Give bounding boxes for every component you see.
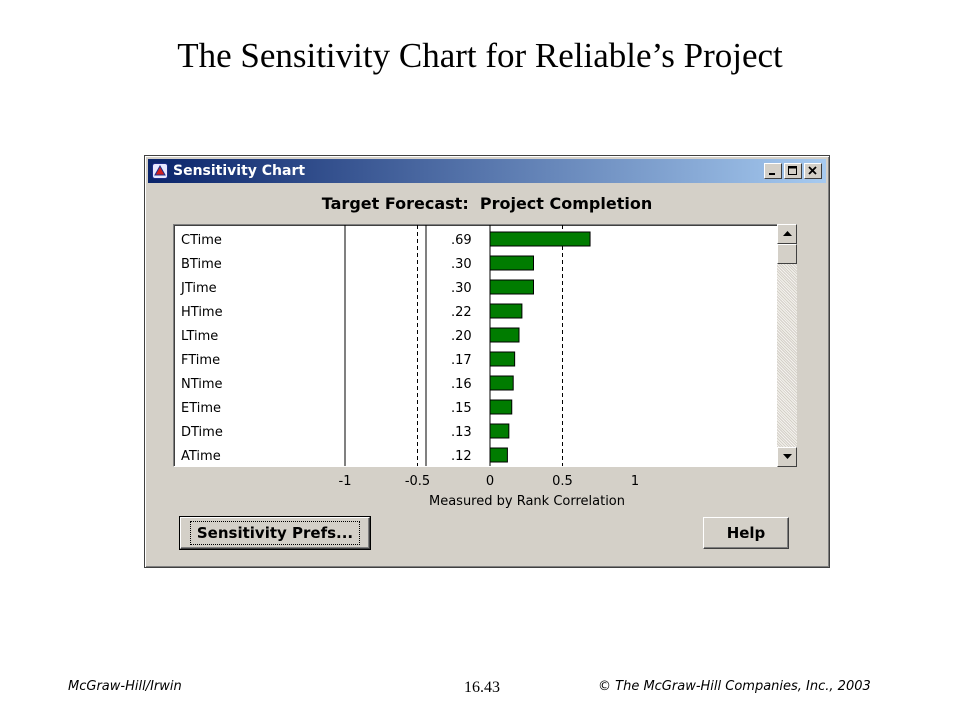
x-tick-label: 1	[630, 474, 640, 489]
x-tick-label: -0.5	[404, 474, 431, 489]
sensitivity-chart: CTime .69 BTime .30 JTime .30 HTime .22 LTime .20…	[180, 225, 591, 466]
help-button[interactable]: Help	[703, 517, 789, 549]
scroll-down-button[interactable]	[777, 447, 797, 467]
x-tick-label: -1	[338, 474, 352, 489]
crystal-ball-app-icon[interactable]	[152, 163, 168, 179]
minimize-button[interactable]	[764, 163, 782, 179]
correlation-value-label: .15	[451, 401, 472, 416]
target-forecast-heading: Target Forecast: Project Completion	[145, 194, 829, 213]
help-label: Help	[726, 524, 766, 542]
category-label: DTime	[181, 425, 223, 440]
footer-copyright: © The McGraw-Hill Companies, Inc., 2003	[598, 679, 871, 694]
target-forecast-label: Target Forecast:	[321, 194, 469, 213]
correlation-bar	[489, 447, 508, 463]
category-label: BTime	[181, 257, 222, 272]
category-label: ETime	[181, 401, 221, 416]
sensitivity-prefs-label: Sensitivity Prefs...	[189, 521, 361, 545]
correlation-bar	[489, 327, 520, 343]
caption-buttons	[762, 163, 822, 179]
scroll-up-button[interactable]	[777, 224, 797, 244]
correlation-bar	[489, 303, 523, 319]
category-label: JTime	[180, 281, 217, 296]
footer-slide-number: 16.43	[464, 679, 500, 696]
correlation-bar	[489, 351, 516, 367]
target-forecast-value: Project Completion	[479, 194, 653, 213]
correlation-bar	[489, 375, 514, 391]
category-label: ATime	[181, 449, 221, 464]
scroll-thumb[interactable]	[777, 244, 797, 264]
arrow-down-icon	[782, 454, 792, 459]
close-button[interactable]	[804, 163, 822, 179]
slide-title: The Sensitivity Chart for Reliable’s Pro…	[177, 36, 783, 75]
vertical-scrollbar[interactable]	[777, 224, 797, 467]
correlation-value-label: .30	[451, 281, 472, 296]
correlation-bar	[489, 399, 513, 415]
correlation-value-label: .16	[451, 377, 472, 392]
minimize-icon	[769, 173, 775, 175]
sensitivity-prefs-button[interactable]: Sensitivity Prefs...	[179, 516, 371, 550]
correlation-bar	[489, 279, 534, 295]
category-label: CTime	[181, 233, 222, 248]
correlation-value-label: .69	[451, 233, 472, 248]
correlation-bar	[489, 255, 534, 271]
maximize-icon	[788, 166, 797, 175]
category-label: HTime	[181, 305, 223, 320]
x-tick-label: 0	[485, 474, 495, 489]
footer-publisher: McGraw-Hill/Irwin	[68, 679, 182, 694]
category-label: NTime	[181, 377, 223, 392]
close-icon	[808, 166, 817, 175]
sensitivity-chart-window: Sensitivity Chart Target Forecast: Proje…	[144, 155, 830, 568]
correlation-value-label: .30	[451, 257, 472, 272]
correlation-value-label: .17	[451, 353, 472, 368]
correlation-value-label: .20	[451, 329, 472, 344]
category-label: FTime	[181, 353, 220, 368]
x-tick-label: 0.5	[552, 474, 573, 489]
category-label: LTime	[181, 329, 218, 344]
maximize-button[interactable]	[784, 163, 802, 179]
x-axis-ticks: -1 -0.5 0 0.5 1	[145, 474, 829, 494]
window-titlebar[interactable]: Sensitivity Chart	[148, 159, 826, 183]
correlation-value-label: .13	[451, 425, 472, 440]
sensitivity-chart-panel: CTime .69 BTime .30 JTime .30 HTime .22 LTime .20…	[173, 224, 779, 467]
correlation-value-label: .12	[451, 449, 472, 464]
correlation-bar	[489, 231, 591, 247]
window-title: Sensitivity Chart	[173, 163, 306, 179]
arrow-up-icon	[782, 231, 792, 236]
correlation-value-label: .22	[451, 305, 472, 320]
correlation-bar	[489, 423, 510, 439]
